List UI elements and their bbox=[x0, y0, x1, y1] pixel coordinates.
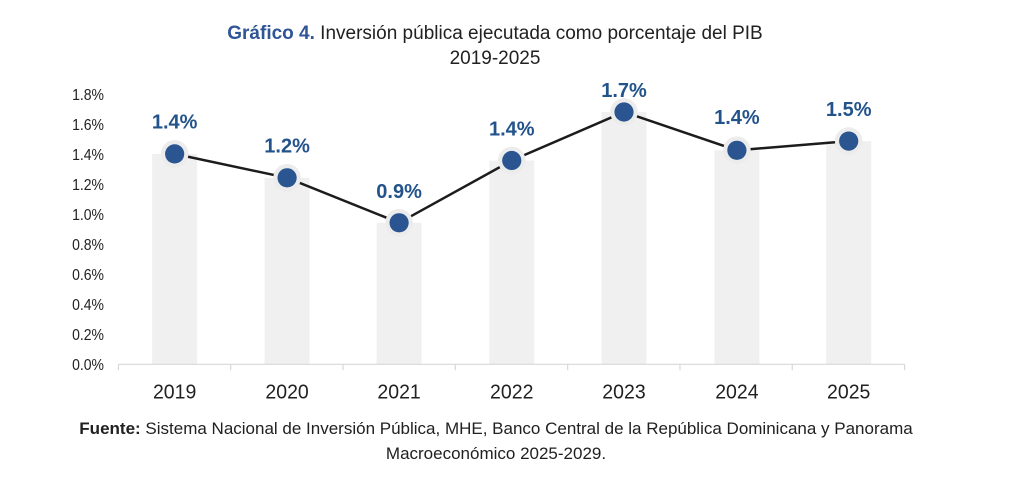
svg-text:0.4%: 0.4% bbox=[72, 297, 104, 314]
svg-text:1.5%: 1.5% bbox=[826, 99, 872, 121]
svg-text:1.0%: 1.0% bbox=[72, 207, 104, 224]
svg-text:2024: 2024 bbox=[715, 381, 758, 404]
svg-text:2019: 2019 bbox=[153, 381, 196, 404]
svg-text:2025: 2025 bbox=[827, 381, 870, 404]
svg-text:0.6%: 0.6% bbox=[72, 267, 104, 284]
svg-text:1.8%: 1.8% bbox=[72, 87, 104, 104]
svg-text:2021: 2021 bbox=[377, 381, 420, 404]
svg-text:0.2%: 0.2% bbox=[72, 327, 104, 344]
svg-text:0.0%: 0.0% bbox=[72, 357, 104, 374]
svg-text:1.7%: 1.7% bbox=[601, 80, 647, 102]
svg-text:1.4%: 1.4% bbox=[714, 107, 760, 129]
svg-text:1.4%: 1.4% bbox=[72, 147, 104, 164]
svg-text:1.6%: 1.6% bbox=[72, 117, 104, 134]
svg-text:2023: 2023 bbox=[602, 381, 645, 404]
svg-text:1.4%: 1.4% bbox=[489, 118, 535, 140]
svg-text:2022: 2022 bbox=[490, 381, 533, 404]
svg-text:0.8%: 0.8% bbox=[72, 237, 104, 254]
svg-text:1.4%: 1.4% bbox=[152, 111, 198, 133]
svg-text:0.9%: 0.9% bbox=[376, 181, 422, 203]
svg-text:1.2%: 1.2% bbox=[264, 136, 310, 158]
svg-text:2020: 2020 bbox=[265, 381, 308, 404]
svg-text:1.2%: 1.2% bbox=[72, 177, 104, 194]
